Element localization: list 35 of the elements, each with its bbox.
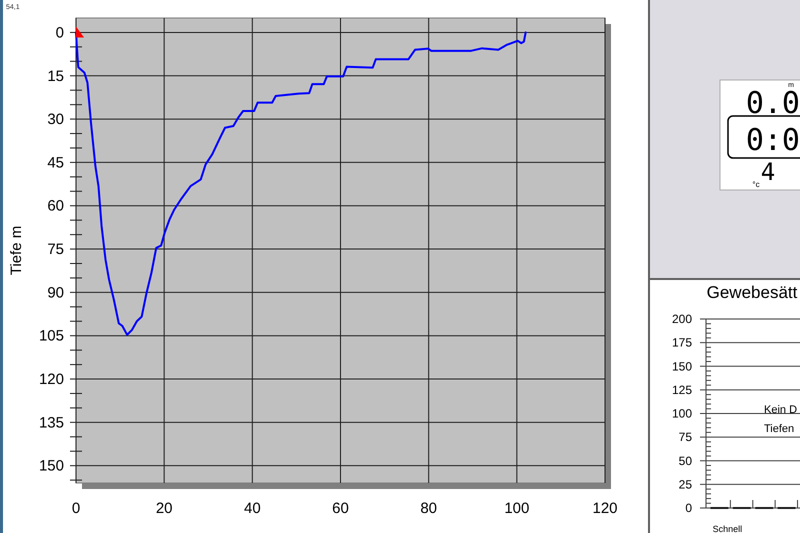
annotation: Tiefen xyxy=(764,423,794,435)
y-tick-label: 60 xyxy=(47,198,64,215)
x-tick-label: 0 xyxy=(72,500,80,517)
text: 0:0 xyxy=(746,123,800,158)
y-tick-label: 0 xyxy=(56,24,64,42)
x-tick-label: 100 xyxy=(504,500,530,517)
y-tick-label: 90 xyxy=(47,284,64,302)
y-tick-label: 45 xyxy=(47,154,64,172)
annotation: Kein D xyxy=(764,404,798,416)
x-tick-label: Schnell xyxy=(712,524,742,533)
y-tick-label: 150 xyxy=(672,359,692,374)
y-tick-label: 100 xyxy=(672,406,692,420)
x-tick-label: 40 xyxy=(244,500,261,517)
y-tick-label: 105 xyxy=(38,328,64,345)
y-tick-label: 75 xyxy=(678,430,692,444)
y-tick-label: 15 xyxy=(47,68,64,85)
x-tick-label: 80 xyxy=(420,500,438,517)
y-tick-label: 25 xyxy=(678,477,692,492)
y-tick-label: 120 xyxy=(38,371,64,388)
text: 0.0 xyxy=(746,86,800,121)
y-tick-label: 150 xyxy=(38,458,64,475)
x-tick-label: 20 xyxy=(156,500,173,517)
x-tick-label: 120 xyxy=(592,500,618,517)
text: °c xyxy=(752,180,760,189)
y-tick-label: 175 xyxy=(672,336,692,350)
y-tick-label: 50 xyxy=(678,454,692,468)
y-tick-label: 30 xyxy=(47,111,64,128)
y-tick-label: 75 xyxy=(47,241,64,258)
y-tick-label: 200 xyxy=(672,312,692,326)
x-tick-label: 60 xyxy=(332,500,349,517)
y-tick-label: 125 xyxy=(672,382,692,397)
y-axis-title: Tiefe m xyxy=(8,226,25,276)
text: 4 xyxy=(760,158,776,186)
y-tick-label: 135 xyxy=(38,414,64,432)
chart-title: Gewebesätt xyxy=(706,283,798,302)
